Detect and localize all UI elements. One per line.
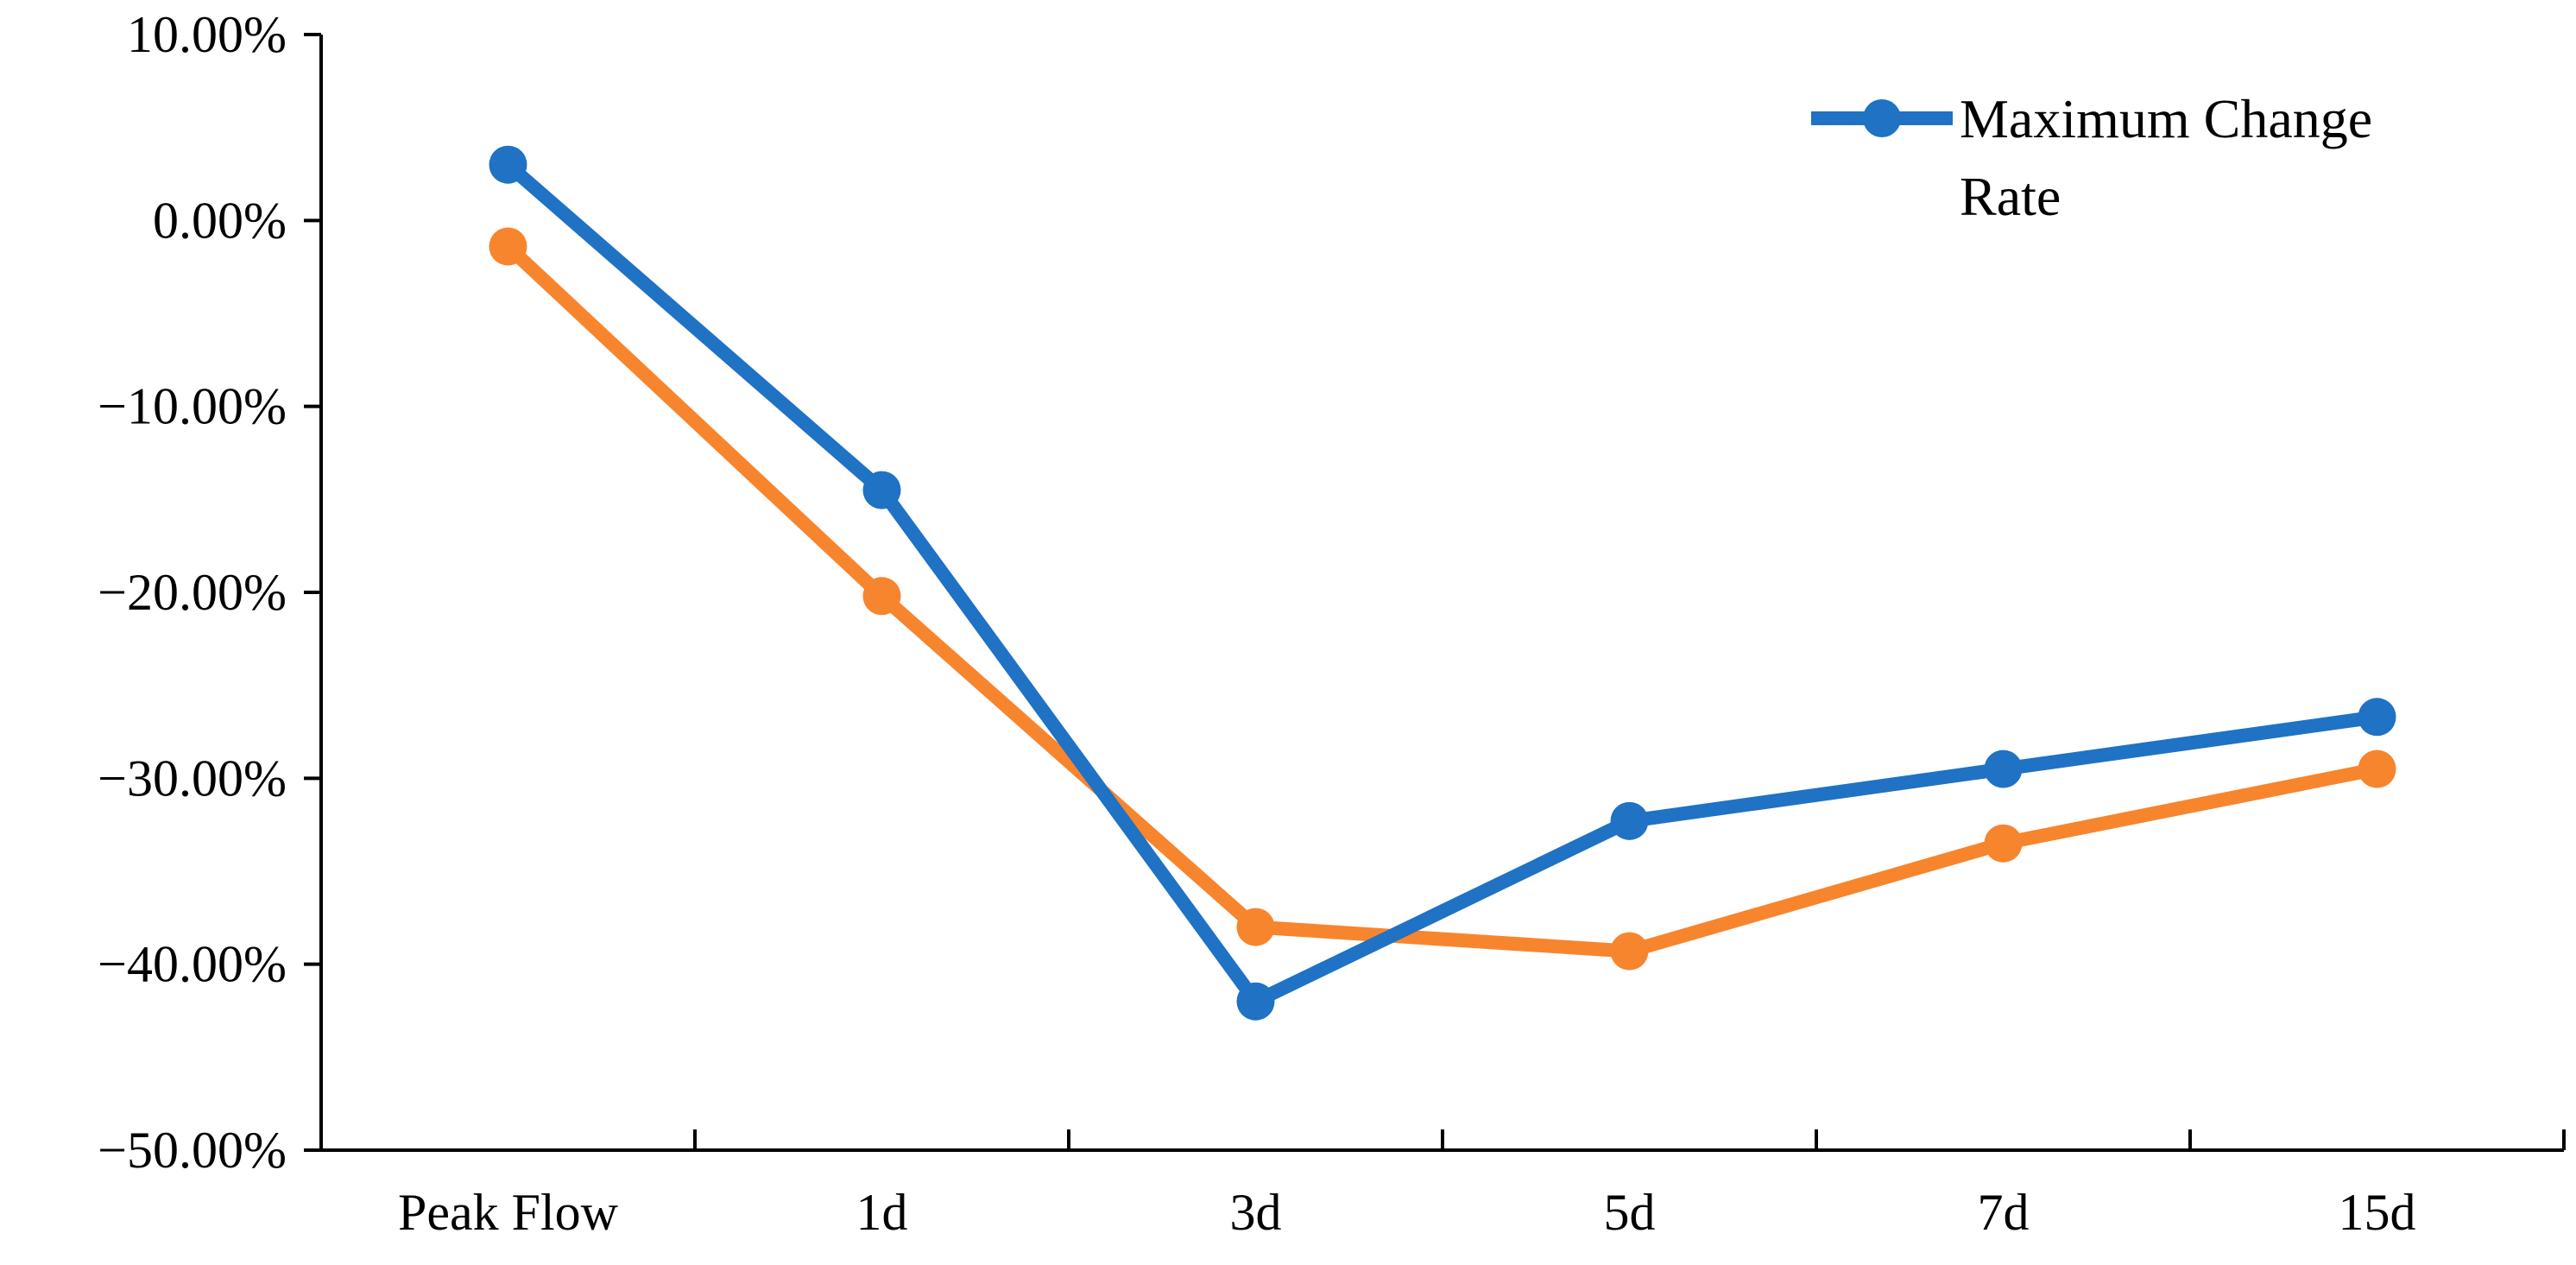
data-point xyxy=(862,577,901,616)
data-point xyxy=(1610,801,1649,840)
data-point xyxy=(1610,932,1649,971)
data-point xyxy=(489,227,527,266)
y-axis-tick-label: 0.00% xyxy=(153,192,287,249)
series-line xyxy=(501,239,2384,958)
y-axis-tick-labels: 10.00% 0.00% −10.00% −20.00% −30.00% −40.00% −… xyxy=(98,6,287,1179)
data-point xyxy=(2358,698,2396,737)
x-axis-ticks xyxy=(693,1129,2566,1150)
data-point xyxy=(1236,982,1275,1021)
y-axis-tick-label: −40.00% xyxy=(98,936,287,993)
y-axis-tick-label: 10.00% xyxy=(127,6,287,63)
legend: Maximum Change Rate xyxy=(1811,88,2372,227)
series-group xyxy=(489,145,2396,1021)
x-axis-tick-label: 1d xyxy=(856,1184,908,1241)
data-point xyxy=(1984,750,2023,788)
data-point xyxy=(862,471,901,509)
x-axis-tick-label: Peak Flow xyxy=(398,1184,619,1241)
axes: 10.00% 0.00% −10.00% −20.00% −30.00% −40.00% −… xyxy=(98,6,2566,1241)
legend-label-line-2: Rate xyxy=(1960,166,2061,227)
x-axis-tick-label: 3d xyxy=(1230,1184,1282,1241)
x-axis-tick-label: 7d xyxy=(1978,1184,2030,1241)
series-1 xyxy=(489,145,2396,1021)
data-point xyxy=(1236,908,1275,946)
y-axis-tick-label: −20.00% xyxy=(98,564,287,621)
y-axis-tick-label: −30.00% xyxy=(98,750,287,806)
legend-series-marker xyxy=(1863,99,1901,137)
y-axis-tick-label: −50.00% xyxy=(98,1122,287,1179)
series-line xyxy=(501,157,2384,1009)
y-axis-ticks xyxy=(304,33,321,1152)
series-2 xyxy=(489,227,2396,971)
x-axis-tick-label: 5d xyxy=(1604,1184,1656,1241)
legend-label-line-1: Maximum Change xyxy=(1960,88,2372,149)
x-axis-tick-labels: Peak Flow 1d 3d 5d 7d 15d xyxy=(398,1184,2416,1241)
data-point xyxy=(2358,750,2396,788)
x-axis-tick-label: 15d xyxy=(2339,1184,2416,1241)
data-point xyxy=(1984,824,2023,863)
data-point xyxy=(489,145,527,184)
y-axis-tick-label: −10.00% xyxy=(98,378,287,435)
